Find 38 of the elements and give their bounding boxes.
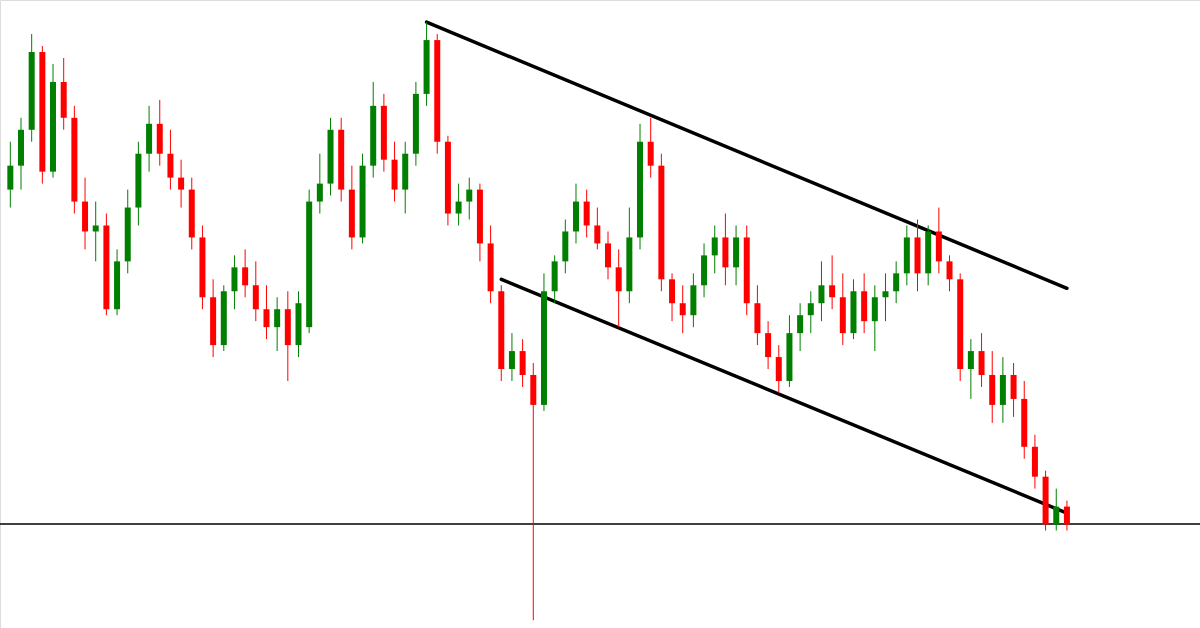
candlestick — [594, 207, 601, 250]
candlestick — [1053, 488, 1060, 532]
candlestick — [669, 272, 676, 322]
candlestick — [946, 254, 953, 292]
candlestick — [679, 284, 686, 334]
candlestick — [455, 183, 462, 226]
candlestick — [519, 338, 526, 388]
candlestick — [711, 224, 718, 274]
candlestick — [615, 248, 622, 328]
candlestick — [1063, 500, 1070, 532]
candlestick — [807, 290, 814, 334]
candlestick — [1010, 362, 1017, 418]
candlestick — [178, 159, 185, 209]
candlestick — [316, 153, 323, 215]
candlestick — [871, 284, 878, 352]
candlestick — [252, 260, 259, 322]
candlestick — [882, 272, 889, 322]
candlestick — [978, 332, 985, 388]
candlestick — [647, 117, 654, 179]
candlestick — [530, 362, 537, 621]
candlestick — [274, 296, 281, 352]
candlestick — [797, 302, 804, 352]
candlestick — [829, 254, 836, 310]
candlestick — [765, 320, 772, 370]
candlestick — [466, 177, 473, 220]
candlestick — [7, 141, 14, 209]
candlestick — [263, 284, 270, 340]
candlestick — [893, 260, 900, 304]
candlestick — [231, 254, 238, 310]
candlestick — [508, 332, 515, 382]
candlestick — [775, 344, 782, 394]
candlestick — [605, 230, 611, 280]
candlestick — [583, 189, 590, 238]
candlestick — [167, 129, 174, 191]
candlestick — [967, 338, 974, 400]
candlestick — [92, 201, 99, 262]
candlestick — [242, 248, 249, 298]
candlestick — [818, 260, 825, 322]
